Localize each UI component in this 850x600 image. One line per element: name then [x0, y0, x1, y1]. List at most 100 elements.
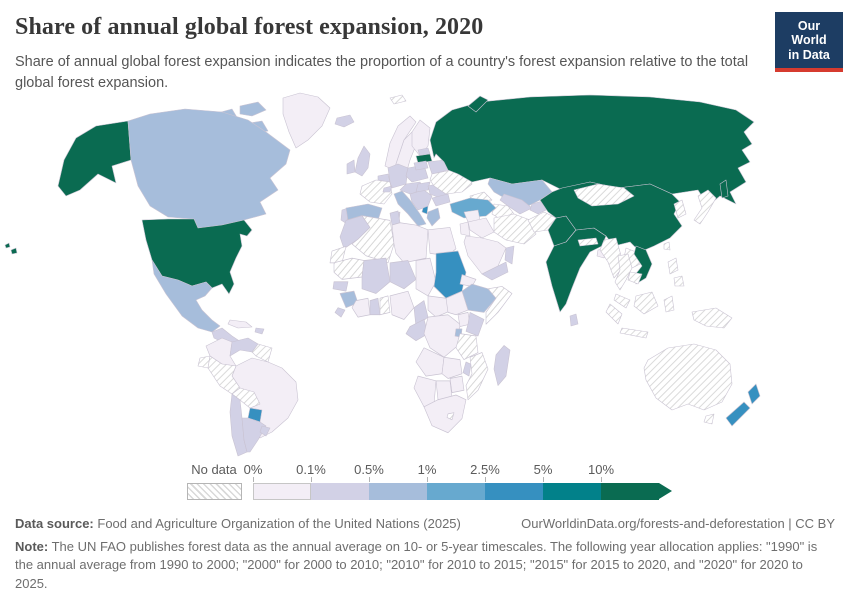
country-korea[interactable]	[673, 199, 687, 219]
legend-segment-3[interactable]	[427, 483, 485, 500]
country-zimbabwe[interactable]	[449, 375, 465, 393]
country-cambodia[interactable]	[627, 271, 643, 285]
country-thailand[interactable]	[614, 253, 633, 291]
rights-link[interactable]: OurWorldinData.org/forests-and-deforesta…	[521, 516, 835, 531]
country-philippines[interactable]	[673, 275, 685, 287]
country-sri-lanka[interactable]	[569, 313, 579, 327]
country-taiwan[interactable]	[663, 241, 671, 251]
country-latvia[interactable]	[415, 153, 433, 164]
country-hawaii[interactable]	[4, 242, 11, 249]
country-benin[interactable]	[379, 295, 391, 316]
legend-segment-0[interactable]	[253, 483, 311, 500]
owid-logo-line2: in Data	[788, 47, 830, 62]
country-australia[interactable]	[643, 343, 733, 411]
country-new-guinea[interactable]	[691, 307, 733, 329]
country-yemen[interactable]	[481, 261, 509, 281]
country-hungary[interactable]	[415, 181, 431, 193]
country-argentina[interactable]	[241, 417, 267, 453]
country-tanzania[interactable]	[455, 333, 479, 360]
country-chad[interactable]	[415, 257, 437, 297]
country-jordan[interactable]	[459, 221, 471, 237]
country-lithuania[interactable]	[413, 160, 429, 171]
legend-segment-5[interactable]	[543, 483, 601, 500]
country-sakhalin[interactable]	[719, 179, 729, 199]
country-mozambique[interactable]	[465, 352, 489, 401]
country-oman[interactable]	[504, 245, 515, 265]
country-switzerland[interactable]	[382, 185, 393, 193]
country-kenya[interactable]	[465, 312, 485, 337]
country-hawaii[interactable]	[10, 247, 18, 255]
country-new-zealand[interactable]	[725, 401, 751, 427]
legend-no-data-swatch[interactable]	[187, 483, 242, 500]
country-turkey[interactable]	[449, 197, 497, 219]
country-south-africa[interactable]	[423, 394, 467, 434]
country-united-kingdom[interactable]	[354, 145, 371, 177]
country-greenland[interactable]	[282, 92, 331, 149]
country-lesotho[interactable]	[446, 412, 455, 421]
country-malawi[interactable]	[462, 361, 472, 377]
country-mali[interactable]	[361, 257, 391, 294]
country-uzbekistan[interactable]	[499, 193, 533, 215]
legend-tick	[543, 477, 544, 482]
country-central-african-republic[interactable]	[427, 295, 453, 318]
country-indonesia[interactable]	[633, 291, 659, 315]
legend-segment-1[interactable]	[311, 483, 369, 500]
country-south-sudan[interactable]	[445, 290, 469, 316]
country-russia[interactable]	[429, 94, 755, 207]
country-gabon-congo[interactable]	[405, 319, 429, 342]
legend-segment-4[interactable]	[485, 483, 543, 500]
legend-segment-6[interactable]	[601, 483, 659, 500]
country-indonesia[interactable]	[663, 295, 675, 313]
country-alaska[interactable]	[57, 120, 132, 197]
country-canada-arctic[interactable]	[239, 101, 267, 117]
country-nigeria[interactable]	[389, 290, 415, 320]
country-nepal[interactable]	[577, 237, 599, 247]
country-drc[interactable]	[423, 314, 461, 358]
country-albania[interactable]	[421, 205, 429, 215]
country-indonesia[interactable]	[619, 327, 649, 339]
country-iran[interactable]	[493, 213, 537, 245]
country-iceland[interactable]	[334, 114, 355, 128]
legend-arrow	[659, 483, 672, 499]
country-sierra-leone[interactable]	[334, 307, 346, 318]
country-italy[interactable]	[393, 190, 427, 227]
country-greece[interactable]	[426, 207, 441, 227]
country-guyana[interactable]	[251, 343, 273, 363]
country-niger[interactable]	[389, 260, 417, 290]
country-ireland[interactable]	[346, 159, 356, 175]
country-tasmania[interactable]	[703, 413, 715, 425]
country-libya[interactable]	[391, 222, 429, 264]
country-philippines[interactable]	[667, 257, 679, 275]
country-senegal[interactable]	[332, 281, 349, 292]
country-iraq[interactable]	[467, 217, 495, 239]
country-germany[interactable]	[387, 163, 409, 189]
owid-logo[interactable]: Our World in Data	[775, 12, 843, 73]
note-text: The UN FAO publishes forest data as the …	[15, 539, 818, 591]
country-cuba[interactable]	[227, 319, 253, 329]
country-japan[interactable]	[693, 189, 717, 225]
country-angola[interactable]	[415, 347, 445, 377]
country-united-states[interactable]	[141, 218, 253, 295]
country-somalia[interactable]	[485, 286, 513, 325]
country-new-zealand[interactable]	[747, 383, 761, 405]
country-canada[interactable]	[127, 108, 291, 229]
country-indonesia[interactable]	[605, 303, 623, 325]
country-uruguay[interactable]	[259, 425, 271, 437]
note-label: Note:	[15, 539, 49, 554]
country-cote-divoire[interactable]	[351, 297, 371, 318]
country-algeria[interactable]	[351, 215, 395, 264]
country-svalbard[interactable]	[389, 94, 407, 105]
country-ghana[interactable]	[369, 297, 381, 316]
country-mauritania[interactable]	[333, 257, 365, 280]
legend-segment-2[interactable]	[369, 483, 427, 500]
country-mongolia[interactable]	[573, 183, 635, 207]
country-malaysia[interactable]	[613, 293, 631, 309]
country-china[interactable]	[539, 181, 683, 253]
country-finland[interactable]	[411, 119, 431, 157]
country-novaya-zemlya[interactable]	[467, 95, 489, 113]
country-bulgaria[interactable]	[431, 193, 451, 207]
country-zambia[interactable]	[441, 356, 463, 379]
country-hispaniola[interactable]	[254, 327, 265, 335]
country-madagascar[interactable]	[493, 345, 511, 386]
country-mexico[interactable]	[151, 259, 221, 333]
